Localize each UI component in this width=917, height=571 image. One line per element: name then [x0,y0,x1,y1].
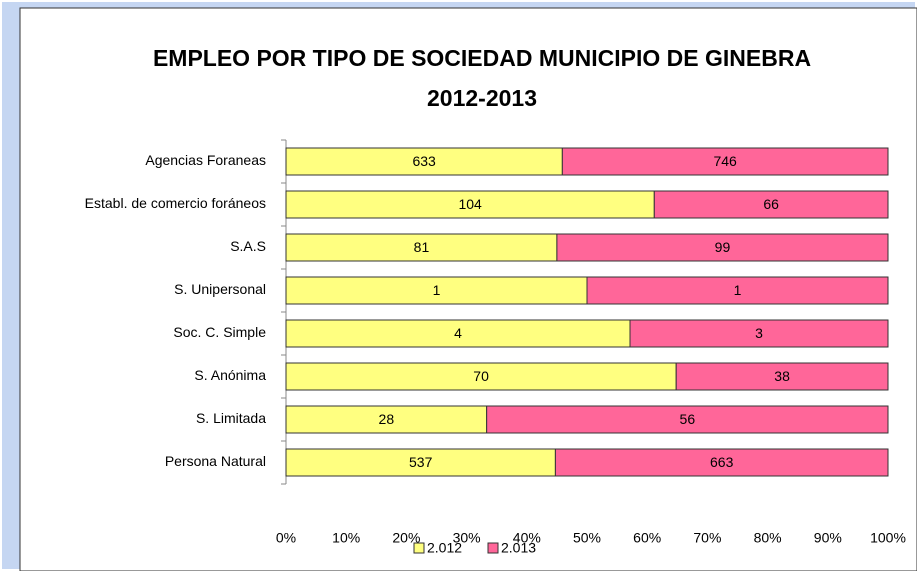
bar [285,405,488,434]
y-tick-label: Establ. de comercio foráneos [85,195,266,211]
x-tick-label: 70% [693,530,721,546]
data-label: 746 [713,153,737,169]
data-label: 66 [763,196,779,212]
legend-swatch [413,542,425,554]
bar [285,147,563,176]
bar [285,319,631,348]
bar [561,147,889,176]
x-tick-label: 30% [453,530,481,546]
data-label: 1 [433,282,441,298]
bar [486,405,889,434]
chart-title: EMPLEO POR TIPO DE SOCIEDAD MUNICIPIO DE… [152,45,812,111]
data-label: 1 [734,282,742,298]
x-tick-label: 40% [513,530,541,546]
x-tick-label: 100% [870,530,906,546]
data-label: 663 [710,454,734,470]
x-tick-label: 60% [633,530,661,546]
x-tick-label: 50% [573,530,601,546]
legend-swatch [487,542,499,554]
data-label: 38 [774,368,790,384]
bar [653,190,889,219]
x-tick-label: 80% [754,530,782,546]
bar [556,233,889,262]
legend-label: 2.013 [501,540,536,556]
y-tick-label: Persona Natural [165,453,266,469]
bar [285,448,556,477]
data-label: 56 [680,411,696,427]
x-tick-label: 0% [276,530,296,546]
y-tick-label: S. Unipersonal [174,281,266,297]
y-tick-label: S.A.S [230,238,266,254]
data-label: 28 [379,411,395,427]
bar [285,276,588,305]
bar [285,233,558,262]
data-label: 70 [473,368,489,384]
bar [675,362,889,391]
data-label: 104 [458,196,482,212]
x-tick-label: 10% [332,530,360,546]
data-label: 4 [454,325,462,341]
y-tick-label: S. Limitada [196,410,266,426]
y-tick-label: S. Anónima [194,367,266,383]
data-label: 99 [715,239,731,255]
bar [554,448,889,477]
x-tick-label: 20% [392,530,420,546]
bar [285,190,655,219]
data-label: 81 [414,239,430,255]
data-label: 633 [412,153,436,169]
x-tick-label: 90% [814,530,842,546]
bar [629,319,889,348]
data-label: 537 [409,454,433,470]
y-tick-label: Soc. C. Simple [173,324,266,340]
legend-label: 2.012 [427,540,462,556]
bar [586,276,889,305]
data-label: 3 [755,325,763,341]
y-tick-label: Agencias Foraneas [145,152,266,168]
